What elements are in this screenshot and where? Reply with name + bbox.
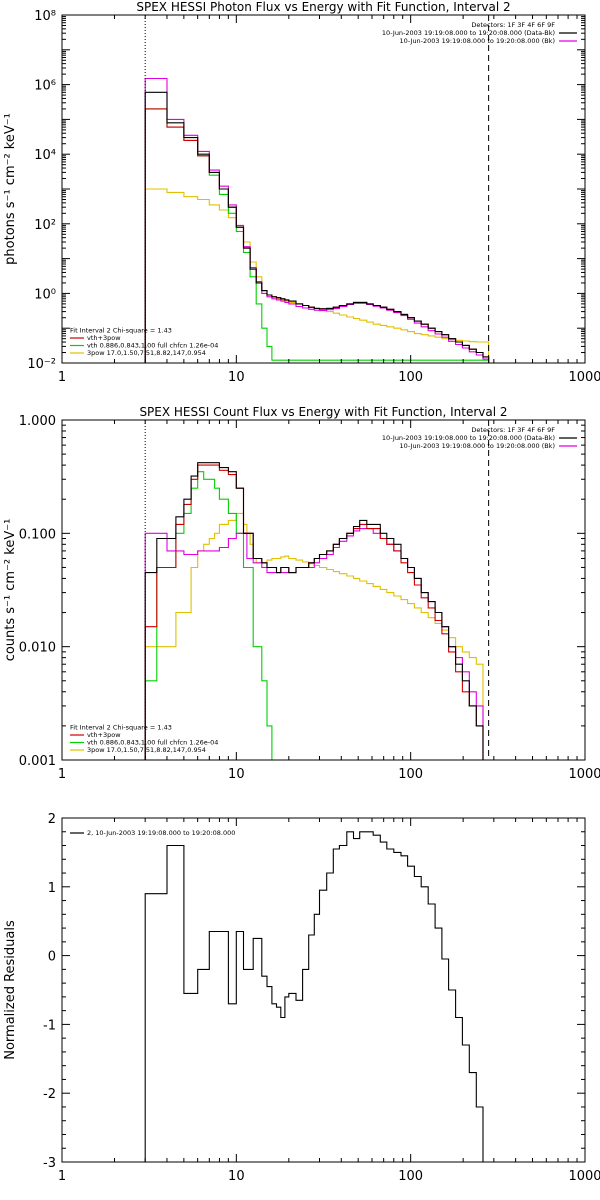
y-tick-label: 10² — [34, 218, 56, 233]
series-line-background — [144, 528, 489, 760]
x-tick-label: 10 — [228, 767, 245, 782]
series-line-powerlaw — [144, 188, 490, 363]
legend-left-entry: 3pow 17.0,1.50,7.51,8.82,147,0.954 — [87, 746, 206, 754]
y-tick-label: 1.000 — [19, 414, 56, 429]
y-tick-label: 10⁸ — [34, 9, 56, 24]
legend-left-entry: Fit Interval 2 Chi-square = 1.43 — [70, 724, 172, 732]
chart-panel-3: 1 10 100 1000 -3 -2 -1 0 1 2 Normalized Residuals 2… — [3, 812, 600, 1184]
x-tick-label: 1 — [58, 767, 66, 782]
x-tick-label: 1000 — [568, 767, 600, 782]
y-axis-label: Normalized Residuals — [3, 920, 18, 1060]
legend-left-entry: 2, 10-Jun-2003 19:19:08.000 to 19:20:08.… — [87, 829, 235, 837]
chart-panel-1: 1 10 100 1000 10⁻² 10⁰ 10² 10⁴ 10⁶ 10⁸ SPEX HESSI … — [3, 0, 600, 385]
y-tick-label: -3 — [43, 1156, 56, 1171]
series-line-total_fit — [144, 108, 490, 363]
legend-right-entry: 10-Jun-2003 19:19:08.000 to 19:20:08.000… — [400, 37, 555, 45]
y-tick-label: 10⁰ — [34, 287, 56, 302]
legend-right-entry: Detectors: 1F 3F 4F 6F 9F — [471, 21, 555, 29]
series-line-data — [144, 462, 489, 760]
legend-right-entry: 10-Jun-2003 19:19:08.000 to 19:20:08.000… — [382, 29, 555, 37]
x-tick-label: 1000 — [568, 1169, 600, 1184]
y-tick-label: 0.001 — [19, 754, 56, 769]
plot-frame — [61, 817, 586, 1163]
legend-right-entry: 10-Jun-2003 19:19:08.000 to 19:20:08.000… — [382, 434, 555, 442]
series-line-thermal — [144, 108, 490, 363]
legend-left-entry: vth 0.886,0.843,1.00 full chfcn 1.26e-04 — [87, 739, 218, 747]
y-tick-label: 0 — [48, 950, 56, 965]
series-line-powerlaw — [144, 512, 489, 760]
y-axis-label: photons s⁻¹ cm⁻² keV⁻¹ — [3, 113, 18, 265]
x-tick-label: 10 — [228, 370, 245, 385]
legend-right-entry: Detectors: 1F 3F 4F 6F 9F — [471, 426, 555, 434]
legend-left-entry: vth+3pow — [87, 731, 121, 739]
y-tick-label: 2 — [48, 812, 56, 827]
series-line-thermal — [144, 471, 489, 760]
x-tick-label: 100 — [398, 1169, 423, 1184]
legend-left-entry: 3pow 17.0,1.50,7.51,8.82,147,0.954 — [87, 349, 206, 357]
series-line-data — [144, 831, 489, 1162]
y-tick-label: 0.100 — [19, 527, 56, 542]
legend-left-entry: vth 0.886,0.843,1.00 full chfcn 1.26e-04 — [87, 342, 218, 350]
x-tick-label: 1 — [58, 1169, 66, 1184]
y-tick-label: -1 — [43, 1018, 56, 1033]
legend-left-entry: vth+3pow — [87, 334, 121, 342]
chart-title: SPEX HESSI Photon Flux vs Energy with Fi… — [136, 0, 510, 14]
series-line-background — [144, 77, 490, 363]
x-tick-label: 1 — [58, 370, 66, 385]
y-tick-label: -2 — [43, 1087, 56, 1102]
y-tick-label: 10⁴ — [34, 148, 56, 163]
legend-right-entry: 10-Jun-2003 19:19:08.000 to 19:20:08.000… — [400, 442, 555, 450]
y-tick-label: 10⁻² — [27, 357, 56, 372]
series-line-data — [144, 91, 490, 363]
y-tick-label: 1 — [48, 881, 56, 896]
x-tick-label: 10 — [228, 1169, 245, 1184]
legend-left-entry: Fit Interval 2 Chi-square = 1.43 — [70, 327, 172, 335]
y-tick-label: 0.010 — [19, 641, 56, 656]
x-tick-label: 100 — [398, 767, 423, 782]
plot-frame — [61, 419, 586, 761]
chart-panel-2: 1 10 100 1000 0.001 0.010 0.100 1.000 SPEX HESSI… — [3, 405, 600, 782]
x-tick-label: 100 — [398, 370, 423, 385]
y-tick-label: 10⁶ — [34, 79, 56, 94]
x-tick-label: 1000 — [568, 370, 600, 385]
y-axis-label: counts s⁻¹ cm⁻² keV⁻¹ — [3, 519, 18, 662]
chart-title: SPEX HESSI Count Flux vs Energy with Fit… — [139, 405, 507, 419]
